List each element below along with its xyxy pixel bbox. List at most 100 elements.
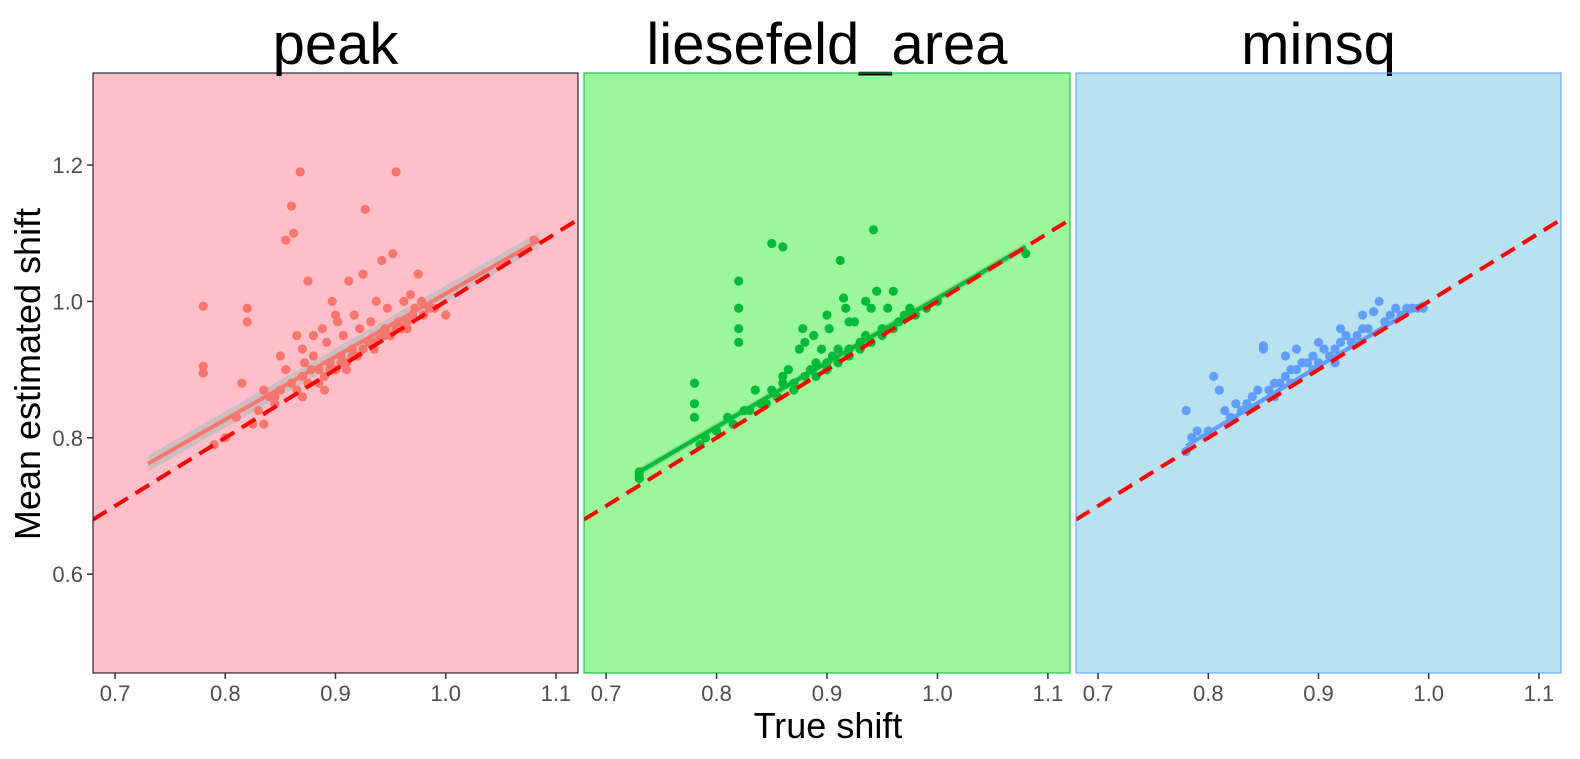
- reference-line: [584, 217, 1070, 522]
- data-point: [322, 337, 332, 347]
- data-point: [1291, 364, 1302, 375]
- data-point: [1357, 310, 1368, 320]
- data-point: [689, 378, 700, 388]
- data-point: [1192, 426, 1202, 436]
- panel-plot-area: [584, 217, 1070, 522]
- x-tick-label: 0.8: [210, 681, 241, 706]
- data-point: [344, 276, 354, 286]
- data-point: [1330, 344, 1340, 354]
- data-point: [838, 293, 849, 303]
- data-point: [750, 385, 760, 395]
- data-point: [1391, 303, 1401, 313]
- data-point: [734, 303, 744, 313]
- data-point: [281, 235, 291, 245]
- data-point: [1341, 330, 1351, 341]
- data-point: [734, 324, 744, 334]
- y-tick-label: 1.2: [52, 153, 83, 178]
- data-point: [835, 255, 845, 266]
- data-point: [308, 330, 319, 341]
- data-point: [1319, 344, 1329, 354]
- data-point: [198, 361, 208, 371]
- data-point: [811, 358, 821, 368]
- data-point: [1363, 324, 1373, 334]
- data-point: [360, 204, 370, 214]
- x-tick-label: 0.9: [320, 681, 351, 706]
- panel-plot-area: [93, 167, 578, 522]
- data-point: [1369, 307, 1379, 317]
- data-point: [767, 238, 777, 249]
- panel-2: minsq 0.7 0.8 0.9 1.0 1.1: [1075, 12, 1562, 706]
- data-point: [1214, 385, 1224, 395]
- data-point: [1247, 392, 1257, 402]
- data-point: [330, 310, 341, 320]
- data-point: [338, 330, 348, 341]
- data-point: [405, 289, 416, 300]
- data-point: [371, 296, 381, 307]
- x-axis-title: True shift: [754, 705, 903, 746]
- y-tick-label: 0.6: [52, 562, 83, 587]
- data-point: [861, 296, 871, 307]
- data-point: [303, 276, 313, 286]
- data-point: [794, 344, 804, 354]
- data-point: [1258, 344, 1268, 354]
- regression-line: [147, 238, 541, 466]
- data-point: [1231, 399, 1241, 409]
- x-tick-label: 1.1: [1524, 681, 1555, 706]
- x-tick-label: 1.0: [430, 681, 461, 706]
- x-tick-label: 0.9: [812, 681, 843, 706]
- data-point: [833, 344, 843, 354]
- data-point: [1385, 310, 1395, 320]
- data-point: [778, 242, 788, 252]
- data-point: [382, 303, 392, 313]
- data-point: [295, 167, 305, 177]
- data-point: [402, 317, 412, 327]
- data-point: [689, 399, 700, 409]
- x-tick-label: 0.7: [1083, 681, 1114, 706]
- reference-line: [93, 217, 578, 522]
- data-point: [1280, 351, 1291, 361]
- data-point: [816, 344, 827, 354]
- data-point: [355, 324, 365, 334]
- data-point: [778, 371, 788, 382]
- data-point: [734, 276, 744, 286]
- data-point: [336, 358, 346, 368]
- data-point: [319, 385, 330, 395]
- panels-group: peak 0.7 0.8 0.9 1.0 1.1 liesefeld_area 0.7 0.8 0…: [92, 12, 1562, 706]
- data-point: [308, 351, 319, 361]
- data-point: [800, 337, 810, 347]
- x-tick-label: 0.8: [1193, 681, 1224, 706]
- panel-background: [1076, 73, 1561, 673]
- data-point: [259, 385, 269, 395]
- data-point: [783, 364, 793, 375]
- data-point: [789, 385, 799, 395]
- data-point: [297, 344, 308, 354]
- panel-title: liesefeld_area: [646, 12, 1008, 77]
- panel-plot-area: [1076, 217, 1561, 522]
- data-point: [841, 303, 851, 313]
- data-point: [1374, 296, 1384, 307]
- data-point: [1209, 371, 1219, 382]
- data-point: [441, 310, 451, 320]
- data-point: [824, 324, 834, 334]
- data-point: [1264, 385, 1274, 395]
- panel-title: minsq: [1241, 12, 1396, 77]
- data-point: [391, 167, 401, 177]
- data-point: [253, 405, 263, 416]
- data-point: [798, 324, 808, 334]
- data-point: [1335, 337, 1346, 347]
- data-point: [1308, 351, 1318, 361]
- data-point: [270, 399, 280, 409]
- data-point: [1181, 405, 1191, 416]
- x-tick-label: 0.7: [100, 681, 131, 706]
- data-point: [734, 337, 744, 347]
- data-point: [1253, 385, 1263, 395]
- x-tick-label: 1.0: [922, 681, 953, 706]
- y-axis: 0.6 0.8 1.0 1.2: [52, 153, 93, 587]
- data-point: [286, 201, 297, 211]
- data-point: [366, 317, 376, 327]
- data-point: [399, 296, 409, 307]
- panel-0: peak 0.7 0.8 0.9 1.0 1.1: [92, 12, 579, 706]
- data-point: [242, 303, 252, 313]
- y-tick-label: 0.8: [52, 426, 83, 451]
